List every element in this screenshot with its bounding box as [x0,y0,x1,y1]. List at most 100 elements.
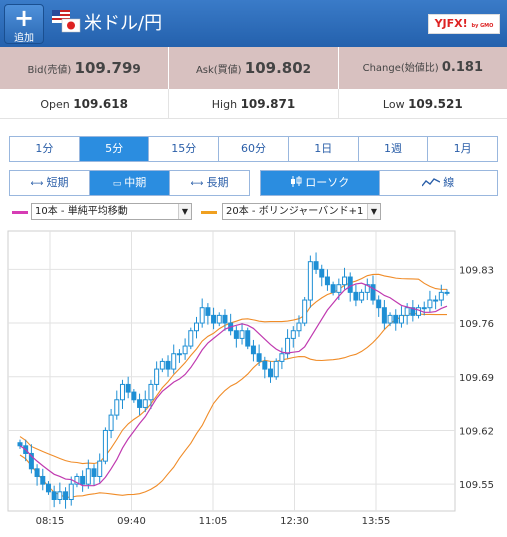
period-60min-button[interactable]: 60分 [219,137,289,161]
ask-value: 109.802 [245,59,311,77]
candle-body [114,399,120,416]
candle-body [393,314,399,324]
candle-body [250,345,256,355]
change-label: Change(始値比) [362,63,439,74]
period-1week-button[interactable]: 1週 [358,137,429,161]
currency-pair-title: 米ドル/円 [84,13,163,34]
candle-body [444,291,450,294]
ohl-bar: Open 109.618 High 109.871 Low 109.521 [0,89,507,119]
candle-body [34,468,40,477]
candle-body [336,284,342,293]
range-short-label: 短期 [46,176,69,189]
candle-body [68,483,74,500]
candle-body [239,330,245,339]
candle-body [290,330,296,339]
bid-main: 109.79 [74,59,133,77]
candle-body [302,299,308,324]
y-tick-label: 109.76 [459,319,494,330]
short-range-icon: ⟷ [30,179,44,189]
period-5min-button[interactable]: 5分 [79,137,150,161]
chevron-down-icon: ▼ [367,204,380,219]
bollinger-select-value: 20本 - ボリンジャーバンド+1 [226,206,364,217]
candle-body [256,353,262,362]
candle-body [421,307,427,310]
range-long-label: 長期 [206,176,229,189]
bid-label: Bid(売値) [27,65,72,76]
candle-body [347,276,353,293]
range-short-button[interactable]: ⟷ 短期 [10,171,90,195]
period-15min-button[interactable]: 15分 [149,137,220,161]
candle-body [193,322,199,332]
candle-body [188,330,194,347]
candle-body [28,452,34,470]
candle-body [97,460,103,477]
medium-range-icon: ▭ [112,179,122,189]
candle-body [57,491,63,500]
range-long-button[interactable]: ⟷ 長期 [170,171,249,195]
plus-icon: + [13,4,35,32]
x-tick-label: 13:55 [362,516,391,527]
candle-body [51,491,57,500]
line-chart-button[interactable]: 線 [379,171,497,195]
candle-body [102,429,108,462]
period-1min-button[interactable]: 1分 [10,137,80,161]
candle-body [398,314,404,324]
add-button[interactable]: + 追加 [4,4,44,44]
range-selector: ⟷ 短期 ▭ 中期 ⟷ 長期 [9,170,250,196]
sma-select-value: 10本 - 単純平均移動 [35,206,128,217]
candle-body [273,360,279,378]
candle-body [438,291,444,301]
x-tick-label: 12:30 [280,516,309,527]
candle-body [211,314,217,324]
period-1month-button[interactable]: 1月 [428,137,498,161]
candle-body [119,383,125,401]
logo-subtext: by GMO [471,23,494,29]
candle-body [307,261,313,301]
bollinger-lower-band [19,312,447,499]
candle-body [342,276,348,286]
sma-select[interactable]: 10本 - 単純平均移動 ▼ [31,203,192,220]
candle-body [45,483,51,493]
price-chart[interactable]: 109.55 109.62 109.69 109.76 109.83 08:15 09:40… [0,225,507,537]
candle-body [245,330,251,347]
candle-body [262,360,268,370]
candlestick-button[interactable]: ローソク [261,171,380,195]
sma-line [19,282,448,487]
candle-body [131,391,137,401]
candle-body [359,291,365,301]
long-range-icon: ⟷ [190,179,204,189]
ask-main: 109.80 [244,59,303,77]
currency-flags-icon [52,10,81,33]
change-quote: Change(始値比) 0.181 [339,47,507,89]
candlestick-icon [291,176,302,187]
bid-quote: Bid(売値) 109.799 [0,47,170,89]
jp-flag-icon [61,18,81,33]
candle-body [80,475,86,485]
y-tick-label: 109.62 [459,426,494,437]
candle-body [74,475,80,485]
candle-body [154,368,160,385]
candle-body [125,383,131,393]
logo-text: YJFX! [434,17,468,30]
chevron-down-icon: ▼ [178,204,191,219]
candle-body [433,299,439,302]
candle-body [176,353,182,356]
candle-body [91,468,97,477]
low-value: 109.521 [408,97,463,111]
period-1day-button[interactable]: 1日 [288,137,359,161]
candle-body [376,299,382,309]
candle-body [353,291,359,301]
low-stat: Low 109.521 [339,89,507,118]
x-tick-label: 08:15 [36,516,65,527]
period-selector: 1分 5分 15分 60分 1日 1週 1月 [9,136,498,162]
high-stat: High 109.871 [169,89,339,118]
candle-body [410,307,416,316]
x-tick-label: 09:40 [117,516,146,527]
y-tick-label: 109.55 [459,480,494,491]
range-medium-button[interactable]: ▭ 中期 [90,171,170,195]
open-label: Open [40,98,70,111]
candle-body [148,383,154,401]
candle-body [279,353,285,362]
range-medium-label: 中期 [124,176,147,189]
bollinger-select[interactable]: 20本 - ボリンジャーバンド+1 ▼ [222,203,381,220]
